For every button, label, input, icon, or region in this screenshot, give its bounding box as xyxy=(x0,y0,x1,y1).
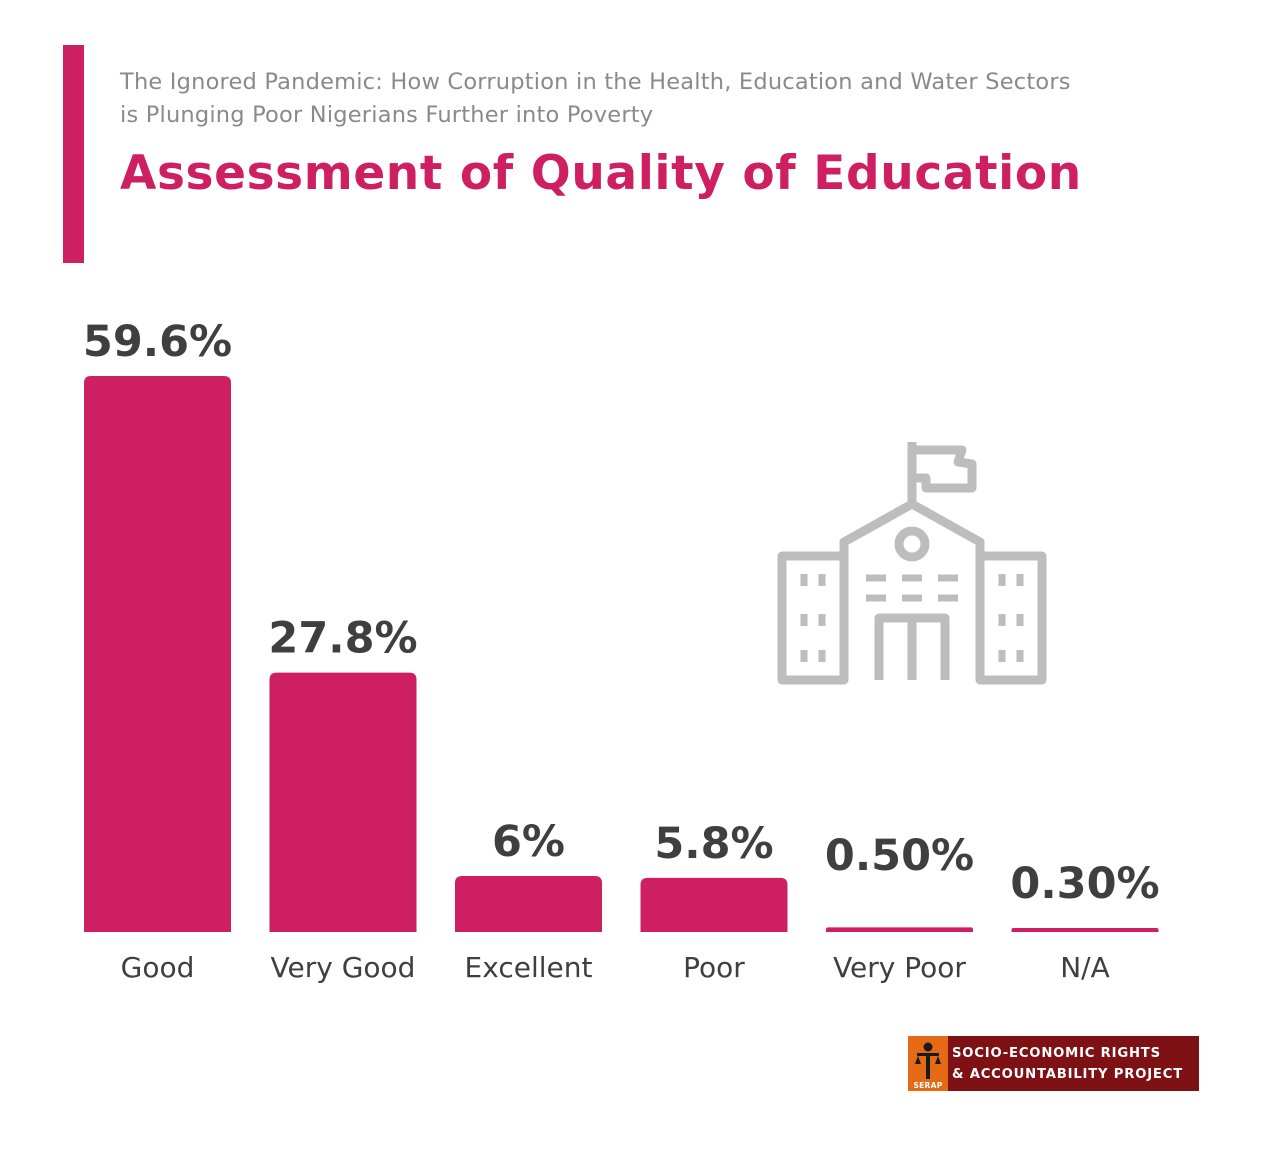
report-subtitle: The Ignored Pandemic: How Corruption in … xyxy=(120,66,1160,132)
value-label: 0.50% xyxy=(825,831,974,881)
bar-very-poor xyxy=(826,927,973,932)
serap-logo: SERAP SOCIO-ECONOMIC RIGHTS & ACCOUNTABI… xyxy=(908,1036,1199,1091)
bar-n-a xyxy=(1011,928,1159,932)
bar-excellent xyxy=(455,876,602,932)
subtitle-line-2: is Plunging Poor Nigerians Further into … xyxy=(120,102,654,128)
value-label: 0.30% xyxy=(1010,859,1159,909)
value-label: 27.8% xyxy=(268,614,417,664)
category-label: Very Poor xyxy=(833,951,966,984)
serap-logo-icon: SERAP xyxy=(908,1036,948,1091)
chart-title: Assessment of Quality of Education xyxy=(120,146,1082,201)
bar-very-good xyxy=(269,672,417,932)
logo-line-2: & ACCOUNTABILITY PROJECT xyxy=(952,1066,1184,1082)
title-accent-bar xyxy=(63,45,84,263)
value-label: 5.8% xyxy=(654,819,773,869)
subtitle-line-1: The Ignored Pandemic: How Corruption in … xyxy=(120,69,1071,95)
logo-abbreviation: SERAP xyxy=(913,1081,943,1090)
category-label: Very Good xyxy=(271,951,416,984)
logo-text: SOCIO-ECONOMIC RIGHTS & ACCOUNTABILITY P… xyxy=(952,1043,1183,1085)
value-label: 59.6% xyxy=(83,317,232,367)
category-label: Poor xyxy=(683,951,745,984)
value-label: 6% xyxy=(492,817,565,867)
category-label: N/A xyxy=(1060,951,1110,984)
category-label: Excellent xyxy=(465,951,593,984)
school-building-icon xyxy=(777,442,1047,685)
category-label: Good xyxy=(121,951,195,984)
bar-poor xyxy=(640,877,788,932)
bar-good xyxy=(84,376,231,932)
logo-line-1: SOCIO-ECONOMIC RIGHTS xyxy=(952,1045,1161,1061)
